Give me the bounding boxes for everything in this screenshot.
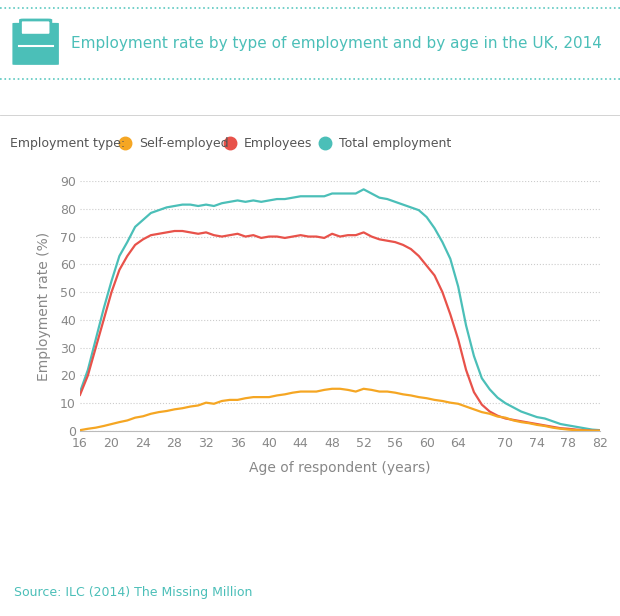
Y-axis label: Employment rate (%): Employment rate (%) [37, 232, 51, 381]
Text: Total employment: Total employment [339, 137, 451, 150]
X-axis label: Age of respondent (years): Age of respondent (years) [249, 461, 431, 475]
FancyBboxPatch shape [20, 20, 51, 35]
Text: Employees: Employees [244, 137, 312, 150]
Text: Employment type:: Employment type: [10, 137, 125, 150]
Text: Employment rate by type of employment and by age in the UK, 2014: Employment rate by type of employment an… [71, 36, 602, 51]
Text: Source: ILC (2014) The Missing Million: Source: ILC (2014) The Missing Million [14, 586, 252, 599]
Text: Self-employed: Self-employed [139, 137, 229, 150]
FancyBboxPatch shape [12, 23, 59, 65]
